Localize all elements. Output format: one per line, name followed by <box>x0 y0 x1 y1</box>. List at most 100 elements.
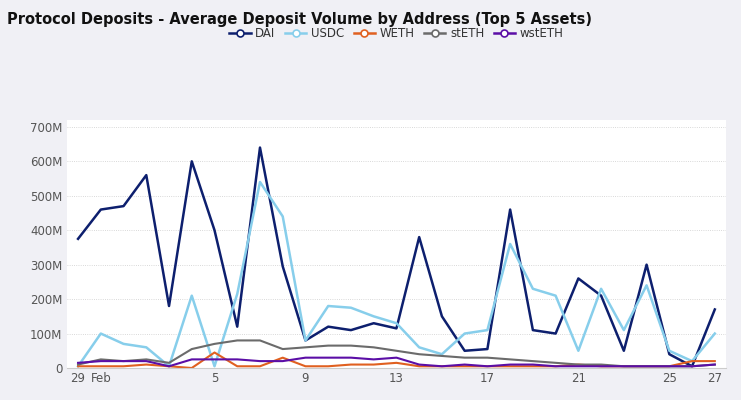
wstETH <box>142 359 150 364</box>
USDC <box>505 242 514 246</box>
stETH <box>619 364 628 369</box>
wstETH <box>460 362 469 367</box>
USDC <box>73 364 82 369</box>
DAI <box>528 328 537 332</box>
stETH <box>642 364 651 369</box>
WETH <box>301 364 310 369</box>
stETH <box>460 355 469 360</box>
WETH <box>347 362 356 367</box>
USDC <box>324 304 333 308</box>
WETH <box>711 359 720 364</box>
Line: wstETH: wstETH <box>78 358 715 366</box>
WETH <box>279 355 288 360</box>
WETH <box>187 366 196 370</box>
stETH <box>210 342 219 346</box>
wstETH <box>165 364 173 369</box>
stETH <box>505 357 514 362</box>
DAI <box>119 204 128 208</box>
WETH <box>642 364 651 369</box>
wstETH <box>688 364 697 369</box>
Line: DAI: DAI <box>78 148 715 366</box>
USDC <box>528 286 537 291</box>
DAI <box>233 324 242 329</box>
DAI <box>256 145 265 150</box>
wstETH <box>437 364 446 369</box>
WETH <box>256 364 265 369</box>
wstETH <box>483 364 492 369</box>
USDC <box>483 328 492 332</box>
stETH <box>574 362 583 367</box>
USDC <box>597 286 605 291</box>
USDC <box>233 292 242 296</box>
Legend: DAI, USDC, WETH, stETH, wstETH: DAI, USDC, WETH, stETH, wstETH <box>225 22 568 45</box>
DAI <box>210 228 219 233</box>
USDC <box>711 331 720 336</box>
stETH <box>119 359 128 364</box>
wstETH <box>119 359 128 364</box>
USDC <box>642 283 651 288</box>
USDC <box>460 331 469 336</box>
WETH <box>460 364 469 369</box>
DAI <box>483 347 492 352</box>
DAI <box>279 264 288 269</box>
DAI <box>437 314 446 319</box>
USDC <box>142 345 150 350</box>
Line: USDC: USDC <box>78 182 715 366</box>
stETH <box>187 347 196 352</box>
stETH <box>688 364 697 369</box>
WETH <box>619 364 628 369</box>
wstETH <box>301 355 310 360</box>
USDC <box>279 214 288 219</box>
USDC <box>392 321 401 326</box>
USDC <box>347 305 356 310</box>
USDC <box>688 359 697 364</box>
DAI <box>73 236 82 241</box>
wstETH <box>415 362 424 367</box>
stETH <box>301 345 310 350</box>
DAI <box>142 173 150 178</box>
wstETH <box>528 362 537 367</box>
stETH <box>597 362 605 367</box>
wstETH <box>347 355 356 360</box>
USDC <box>437 352 446 357</box>
wstETH <box>324 355 333 360</box>
stETH <box>437 354 446 358</box>
stETH <box>256 338 265 343</box>
stETH <box>279 347 288 352</box>
wstETH <box>187 357 196 362</box>
stETH <box>711 362 720 367</box>
WETH <box>688 359 697 364</box>
DAI <box>347 328 356 332</box>
DAI <box>642 262 651 267</box>
WETH <box>437 364 446 369</box>
WETH <box>233 364 242 369</box>
USDC <box>369 314 378 319</box>
wstETH <box>551 364 560 369</box>
USDC <box>551 293 560 298</box>
DAI <box>688 364 697 369</box>
DAI <box>324 324 333 329</box>
DAI <box>597 293 605 298</box>
stETH <box>233 338 242 343</box>
Line: stETH: stETH <box>78 340 715 366</box>
USDC <box>119 342 128 346</box>
USDC <box>574 348 583 353</box>
DAI <box>574 276 583 281</box>
wstETH <box>210 357 219 362</box>
stETH <box>142 357 150 362</box>
USDC <box>96 331 105 336</box>
WETH <box>483 364 492 369</box>
Text: Protocol Deposits - Average Deposit Volume by Address (Top 5 Assets): Protocol Deposits - Average Deposit Volu… <box>7 12 592 27</box>
USDC <box>187 293 196 298</box>
WETH <box>119 364 128 369</box>
DAI <box>96 207 105 212</box>
DAI <box>505 207 514 212</box>
wstETH <box>392 355 401 360</box>
WETH <box>369 362 378 367</box>
USDC <box>415 345 424 350</box>
wstETH <box>597 364 605 369</box>
stETH <box>483 355 492 360</box>
wstETH <box>73 360 82 365</box>
WETH <box>142 362 150 367</box>
WETH <box>210 350 219 355</box>
